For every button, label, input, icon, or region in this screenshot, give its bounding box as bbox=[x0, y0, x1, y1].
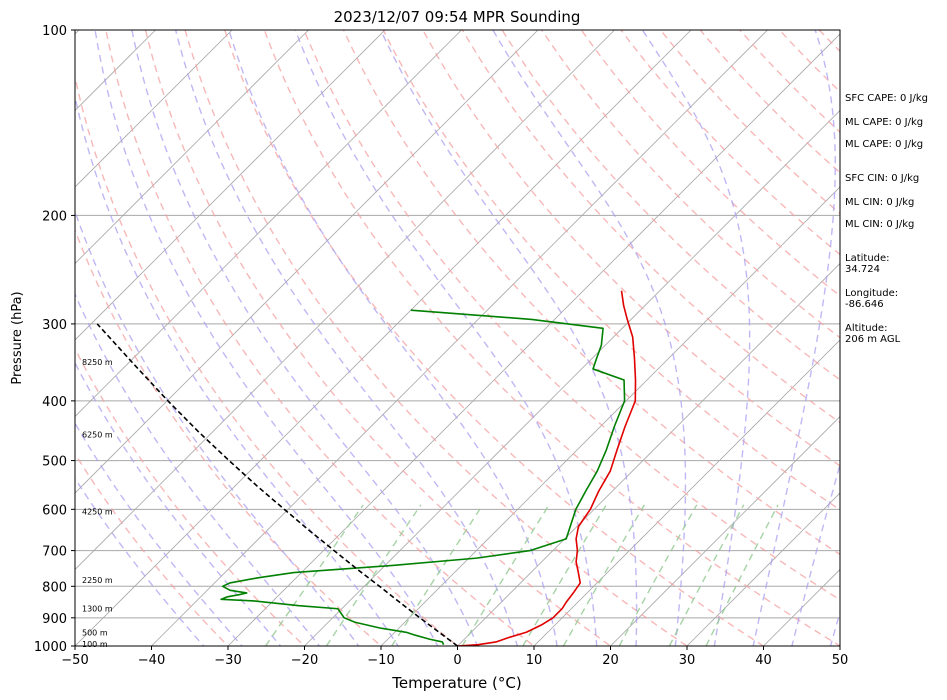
isotherm-line bbox=[75, 30, 692, 646]
isotherm-line bbox=[75, 30, 310, 265]
isotherm-line bbox=[456, 262, 840, 646]
x-axis-label: Temperature (°C) bbox=[391, 674, 521, 692]
moist-adiabat-line bbox=[131, 30, 479, 646]
isotherm-line bbox=[75, 30, 386, 341]
moist-adiabat-line bbox=[75, 361, 282, 646]
sfc-cin-text: SFC CIN: 0 J/kg bbox=[845, 173, 920, 184]
x-tick-label: −40 bbox=[138, 653, 165, 668]
y-tick-label: 400 bbox=[42, 395, 67, 410]
height-label: 6250 m bbox=[82, 430, 113, 439]
x-tick-label: 20 bbox=[602, 653, 619, 668]
x-tick-label: 50 bbox=[832, 653, 849, 668]
mixing-ratio-line bbox=[705, 504, 779, 646]
y-tick-label: 600 bbox=[42, 503, 67, 518]
isotherm-line bbox=[609, 415, 840, 646]
x-tick-label: 40 bbox=[755, 653, 772, 668]
y-tick-label: 1000 bbox=[34, 640, 67, 655]
moist-adiabat-line bbox=[94, 30, 439, 646]
dry-adiabat-line bbox=[75, 73, 459, 646]
dry-adiabat-line bbox=[422, 30, 840, 467]
mixing-ratio-line bbox=[391, 504, 484, 646]
temperature-line bbox=[457, 290, 637, 646]
moist-adiabat-line bbox=[641, 30, 751, 646]
y-tick-label: 100 bbox=[42, 24, 67, 39]
mixing-ratio-line bbox=[265, 504, 364, 646]
isotherm-line bbox=[75, 30, 463, 418]
mixing-ratio-line bbox=[522, 504, 607, 646]
height-label: 100 m bbox=[82, 640, 108, 649]
dewpoint-line bbox=[220, 309, 626, 645]
x-tick-label: −20 bbox=[291, 653, 318, 668]
ml-cin-text: ML CIN: 0 J/kg bbox=[845, 197, 915, 208]
dry-adiabat-line bbox=[382, 30, 840, 511]
dry-adiabat-line bbox=[75, 452, 229, 646]
y-tick-label: 800 bbox=[42, 580, 67, 595]
plot-frame bbox=[74, 29, 841, 647]
dry-adiabat-line bbox=[303, 30, 840, 601]
x-tick-label: 30 bbox=[679, 653, 696, 668]
x-tick-label: −50 bbox=[61, 653, 88, 668]
ml-cape-text-2: ML CAPE: 0 J/kg bbox=[845, 139, 924, 150]
isotherm-line bbox=[303, 109, 840, 646]
longitude-text: Longitude: -86.646 bbox=[845, 288, 899, 310]
mixing-ratio-line bbox=[668, 504, 745, 646]
height-label: 500 m bbox=[82, 629, 108, 638]
dry-adiabat-line bbox=[342, 30, 840, 556]
altitude-text: Altitude: 206 m AGL bbox=[845, 323, 901, 345]
moist-adiabat-line bbox=[379, 30, 638, 646]
moist-adiabat-line bbox=[752, 30, 836, 646]
isotherm-line bbox=[75, 30, 616, 571]
isotherm-line bbox=[75, 30, 157, 112]
x-tick-label: 10 bbox=[526, 653, 543, 668]
isotherm-line bbox=[75, 30, 233, 188]
latitude-text: Latitude: 34.724 bbox=[845, 253, 890, 275]
moist-adiabat-line bbox=[75, 209, 360, 646]
sfc-cape-text: SFC CAPE: 0 J/kg bbox=[845, 93, 928, 104]
mixing-ratio-line bbox=[325, 504, 422, 646]
ml-cape-text: ML CAPE: 0 J/kg bbox=[845, 117, 924, 128]
dry-adiabat-line bbox=[144, 30, 612, 646]
y-tick-label: 900 bbox=[42, 612, 67, 627]
isotherm-line bbox=[533, 339, 840, 646]
moist-adiabat-line bbox=[492, 30, 687, 646]
y-axis-label: Pressure (hPa) bbox=[10, 291, 25, 384]
height-label: 8250 m bbox=[82, 358, 113, 367]
isotherm-line bbox=[227, 33, 840, 646]
isotherm-line bbox=[686, 492, 840, 646]
dry-adiabat-line bbox=[184, 30, 689, 646]
chart-title: 2023/12/07 09:54 MPR Sounding bbox=[334, 8, 581, 26]
moist-adiabat-line bbox=[75, 477, 205, 646]
moist-adiabat-line bbox=[75, 93, 399, 646]
y-tick-label: 200 bbox=[42, 209, 67, 224]
height-label: 1300 m bbox=[82, 604, 113, 613]
ml-cin-text-2: ML CIN: 0 J/kg bbox=[845, 219, 915, 230]
mixing-ratio-line bbox=[618, 504, 698, 646]
isotherm-line bbox=[380, 186, 840, 646]
moist-adiabat-line bbox=[174, 30, 519, 646]
dry-adiabat-line bbox=[461, 30, 840, 424]
x-tick-label: 0 bbox=[453, 653, 461, 668]
dry-adiabat-line bbox=[105, 30, 536, 646]
mixing-ratio-line bbox=[461, 504, 550, 646]
dry-adiabat-line bbox=[501, 30, 840, 381]
moist-adiabat-line bbox=[75, 292, 321, 646]
x-tick-label: −30 bbox=[214, 653, 241, 668]
x-tick-label: −10 bbox=[367, 653, 394, 668]
mixing-ratio-line bbox=[562, 504, 646, 646]
height-label: 4250 m bbox=[82, 507, 113, 516]
isotherm-line bbox=[75, 30, 539, 494]
y-tick-label: 500 bbox=[42, 455, 67, 470]
dry-adiabat-line bbox=[75, 347, 306, 646]
y-tick-label: 300 bbox=[42, 318, 67, 333]
moist-adiabat-line bbox=[228, 30, 558, 646]
parcel-path-line bbox=[96, 323, 458, 646]
height-label: 2250 m bbox=[82, 576, 113, 585]
isotherm-line bbox=[150, 30, 769, 646]
y-tick-label: 700 bbox=[42, 545, 67, 560]
moist-adiabat-line bbox=[75, 421, 243, 646]
moist-adiabat-line bbox=[294, 30, 598, 646]
